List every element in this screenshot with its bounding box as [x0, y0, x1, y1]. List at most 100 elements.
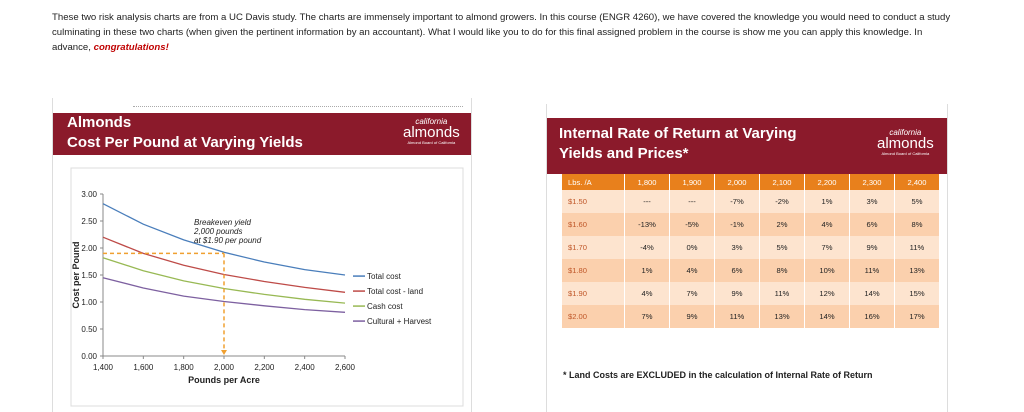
irr-row: $1.80 1% 4% 6% 8% 10% 11% 13%: [562, 259, 939, 282]
x-tick-label: 1,800: [174, 363, 195, 372]
x-tick-label: 2,000: [214, 363, 235, 372]
irr-header-row: Lbs. /A 1,800 1,900 2,000 2,100 2,200 2,300 2,…: [562, 174, 939, 190]
irr-cell: 4%: [670, 259, 714, 282]
x-tick-label: 1,600: [133, 363, 154, 372]
intro-paragraph: These two risk analysis charts are from …: [52, 10, 952, 55]
irr-cell: 6%: [850, 213, 894, 236]
irr-price-label: $1.60: [562, 213, 624, 236]
irr-column-header: 2,100: [760, 174, 804, 190]
irr-cell: 1%: [805, 190, 849, 213]
irr-column-header: 1,900: [670, 174, 714, 190]
y-tick-label: 1.50: [81, 271, 97, 280]
irr-cell: -5%: [670, 213, 714, 236]
irr-slide: Internal Rate of Return at Varying Yield…: [546, 104, 948, 412]
irr-row: $1.60 -13% -5% -1% 2% 4% 6% 8%: [562, 213, 939, 236]
irr-cell: 7%: [625, 305, 669, 328]
irr-cell: 11%: [850, 259, 894, 282]
legend-label: Cultural + Harvest: [367, 317, 432, 326]
irr-cell: 8%: [760, 259, 804, 282]
irr-cell: 10%: [805, 259, 849, 282]
california-almonds-logo: california almonds Almond Board of Calif…: [877, 128, 934, 156]
irr-cell: 4%: [805, 213, 849, 236]
y-tick-label: 2.50: [81, 217, 97, 226]
right-title-line1: Internal Rate of Return at Varying: [559, 125, 797, 142]
irr-cell: 6%: [715, 259, 759, 282]
y-axis-label: Cost per Pound: [71, 242, 81, 309]
irr-column-header: 1,800: [625, 174, 669, 190]
irr-row: $2.00 7% 9% 11% 13% 14% 16% 17%: [562, 305, 939, 328]
chart-frame: [70, 167, 464, 407]
irr-cell: 14%: [805, 305, 849, 328]
irr-cell: 5%: [760, 236, 804, 259]
irr-header-label: Lbs. /A: [562, 174, 624, 190]
irr-cell: 15%: [895, 282, 939, 305]
left-title-line2: Cost Per Pound at Varying Yields: [67, 134, 303, 151]
cost-per-pound-slide: Almonds Cost Per Pound at Varying Yields…: [52, 98, 472, 412]
irr-cell: -1%: [715, 213, 759, 236]
legend-label: Cash cost: [367, 302, 403, 311]
irr-cell: 13%: [895, 259, 939, 282]
x-tick-label: 2,200: [254, 363, 275, 372]
breakeven-annotation: at $1.90 per pound: [194, 236, 262, 245]
irr-price-label: $1.90: [562, 282, 624, 305]
x-tick-label: 2,400: [295, 363, 316, 372]
irr-price-label: $1.50: [562, 190, 624, 213]
y-tick-label: 3.00: [81, 190, 97, 199]
intro-text: These two risk analysis charts are from …: [52, 12, 951, 53]
irr-cell: 0%: [670, 236, 714, 259]
slide-ruler: [133, 100, 463, 107]
irr-cell: 11%: [760, 282, 804, 305]
irr-price-label: $2.00: [562, 305, 624, 328]
irr-row: $1.90 4% 7% 9% 11% 12% 14% 15%: [562, 282, 939, 305]
x-tick-label: 1,400: [93, 363, 114, 372]
irr-cell: 5%: [895, 190, 939, 213]
irr-table: Lbs. /A 1,800 1,900 2,000 2,100 2,200 2,300 2,…: [561, 174, 940, 328]
y-tick-label: 0.50: [81, 325, 97, 334]
irr-cell: 13%: [760, 305, 804, 328]
irr-footnote: * Land Costs are EXCLUDED in the calcula…: [563, 370, 873, 380]
irr-cell: -7%: [715, 190, 759, 213]
congratulations-text: congratulations!: [93, 42, 169, 53]
y-tick-label: 0.00: [81, 352, 97, 361]
california-almonds-logo: california almonds Almond Board of Calif…: [403, 117, 460, 145]
irr-column-header: 2,200: [805, 174, 849, 190]
irr-row: $1.70 -4% 0% 3% 5% 7% 9% 11%: [562, 236, 939, 259]
series-line: [102, 277, 346, 313]
cost-per-pound-chart: 0.00 0.50 1.00 1.50 2.00 2.50 3.00 1,400 1,600 1,…: [70, 167, 464, 407]
breakeven-annotation: 2,000 pounds: [193, 227, 243, 236]
irr-cell: 7%: [805, 236, 849, 259]
irr-cell: 1%: [625, 259, 669, 282]
irr-price-label: $1.80: [562, 259, 624, 282]
irr-cell: 7%: [670, 282, 714, 305]
irr-cell: 9%: [850, 236, 894, 259]
irr-cell: -13%: [625, 213, 669, 236]
x-tick-label: 2,600: [335, 363, 356, 372]
right-title-band: Internal Rate of Return at Varying Yield…: [547, 118, 947, 174]
series-line: [102, 203, 346, 276]
irr-cell: 2%: [760, 213, 804, 236]
y-tick-label: 1.00: [81, 298, 97, 307]
irr-cell: 14%: [850, 282, 894, 305]
irr-column-header: 2,300: [850, 174, 894, 190]
irr-cell: 8%: [895, 213, 939, 236]
irr-price-label: $1.70: [562, 236, 624, 259]
irr-row: $1.50 --- --- -7% -2% 1% 3% 5%: [562, 190, 939, 213]
irr-cell: 11%: [895, 236, 939, 259]
irr-column-header: 2,000: [715, 174, 759, 190]
irr-cell: 4%: [625, 282, 669, 305]
irr-cell: ---: [670, 190, 714, 213]
y-tick-label: 2.00: [81, 244, 97, 253]
irr-cell: 12%: [805, 282, 849, 305]
irr-cell: 16%: [850, 305, 894, 328]
breakeven-annotation: Breakeven yield: [194, 218, 251, 227]
irr-cell: 3%: [715, 236, 759, 259]
irr-cell: 9%: [670, 305, 714, 328]
breakeven-arrow: [221, 350, 227, 355]
left-title-line1: Almonds: [67, 114, 132, 131]
irr-cell: -4%: [625, 236, 669, 259]
irr-cell: 9%: [715, 282, 759, 305]
irr-cell: 11%: [715, 305, 759, 328]
irr-cell: 17%: [895, 305, 939, 328]
irr-column-header: 2,400: [895, 174, 939, 190]
left-title-band: Almonds Cost Per Pound at Varying Yields…: [53, 113, 471, 155]
